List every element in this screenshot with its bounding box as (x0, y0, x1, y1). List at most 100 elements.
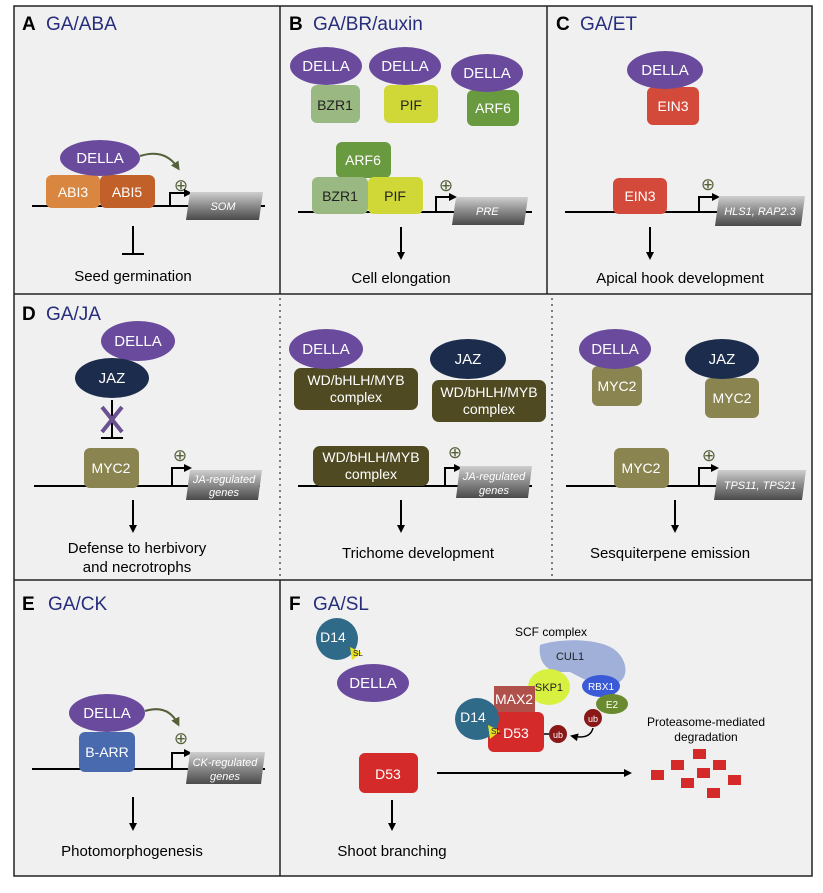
panel-d1-outcome-l1: Defense to herbivory (68, 540, 207, 557)
jaz-d1 (75, 358, 149, 398)
jaz-d3 (685, 339, 759, 379)
della-d2-label: DELLA (302, 341, 350, 358)
myc2-d3b (705, 378, 759, 418)
skp1-label: SKP1 (535, 682, 563, 694)
ja-gene-d1-l1: JA-regulated (192, 474, 256, 486)
della-d1 (101, 321, 175, 361)
skp1-shape (528, 669, 570, 705)
abi3-box (46, 175, 100, 208)
ein3-bound (613, 178, 667, 214)
barr-box (79, 732, 135, 772)
della-b1-label: DELLA (302, 58, 350, 75)
panel-f-letter: F (289, 594, 301, 615)
panel-a-title: GA/ABA (46, 14, 117, 35)
panel-d3-outcome: Sesquiterpene emission (590, 545, 750, 562)
panel-d3: MYC2 DELLA MYC2 JAZ MYC2 ⊕ TPS11, TPS21 … (566, 329, 806, 562)
della-f (337, 664, 409, 702)
myc2-d1 (84, 448, 139, 488)
barr-label: B-ARR (85, 744, 129, 760)
pif-bound (368, 177, 423, 214)
panel-d2: WD/bHLH/MYB complex DELLA WD/bHLH/MYB co… (289, 329, 546, 562)
della-f-label: DELLA (349, 675, 397, 692)
della-a-label: DELLA (76, 150, 124, 167)
degradation-l2: degradation (674, 730, 737, 744)
hls1-gene (715, 196, 805, 226)
ub-1 (584, 709, 602, 727)
panel-c: C GA/ET EIN3 DELLA EIN3 ⊕ HLS1, RAP2.3 A… (556, 14, 805, 287)
ja-gene-d2-l2: genes (479, 485, 509, 497)
panel-e: E GA/CK B-ARR DELLA ⊕ CK-regulated genes… (22, 594, 265, 860)
complex-d2a-l2: complex (330, 389, 382, 405)
rbx1-label: RBX1 (588, 682, 615, 693)
panel-d-title: GA/JA (46, 304, 101, 325)
d14-bound-label: D14 (460, 709, 486, 725)
bzr1-top-label: BZR1 (317, 97, 353, 113)
della-d2 (289, 329, 363, 369)
pif-bound-label: PIF (384, 188, 406, 204)
cul1-shape (539, 640, 626, 686)
della-b2 (369, 47, 441, 85)
ein3-top (647, 87, 699, 125)
pre-gene (452, 197, 528, 225)
bzr1-top (311, 85, 360, 123)
ub-2-label: ub (553, 730, 563, 740)
tps-gene-label: TPS11, TPS21 (724, 480, 797, 492)
ein3-top-label: EIN3 (657, 98, 688, 114)
d53-bound (488, 712, 544, 752)
abi5-label: ABI5 (112, 184, 143, 200)
pif-top (384, 85, 438, 123)
jaz-d2 (430, 339, 506, 379)
della-c (627, 51, 703, 89)
plus-b: ⊕ (439, 176, 453, 195)
som-gene-label: SOM (210, 201, 236, 213)
ck-gene-l1: CK-regulated (193, 757, 259, 769)
myc2-d1-label: MYC2 (92, 460, 131, 476)
panel-a-letter: A (22, 14, 36, 35)
degraded-fragments (651, 749, 741, 798)
ja-gene-d2 (456, 466, 532, 498)
arf6-bound-label: ARF6 (345, 152, 381, 168)
d53-free-label: D53 (375, 766, 401, 782)
panel-b: B GA/BR/auxin BZR1 DELLA PIF DELLA ARF6 … (289, 14, 532, 287)
plus-e: ⊕ (174, 729, 188, 748)
panel-d1: DELLA JAZ MYC2 ⊕ JA-regulated genes Defe… (34, 321, 262, 576)
ub-2 (549, 725, 567, 743)
myc2-d3a (592, 366, 642, 406)
complex-d2a (294, 368, 418, 410)
d14-free-label: D14 (320, 629, 346, 645)
arf6-top (467, 90, 519, 126)
sl-free (350, 647, 362, 660)
complex-d2b (432, 380, 546, 422)
sl-free-label: SL (353, 649, 363, 658)
d53-bound-label: D53 (503, 725, 529, 741)
panel-b-letter: B (289, 14, 303, 35)
d14-free (316, 618, 358, 660)
myc2-d3b-label: MYC2 (713, 390, 752, 406)
panel-d2-outcome: Trichome development (342, 545, 495, 562)
ck-gene (186, 752, 265, 784)
jaz-d2-label: JAZ (455, 351, 482, 368)
panel-c-title: GA/ET (580, 14, 637, 35)
sl-bound-label: SL (491, 727, 501, 736)
e2-label: E2 (606, 700, 619, 711)
pre-gene-label: PRE (476, 206, 499, 218)
rbx1-shape (582, 675, 620, 697)
max2-label: MAX2 (495, 691, 533, 707)
bzr1-bound-label: BZR1 (322, 188, 358, 204)
arf6-bound (336, 142, 391, 178)
cul1-label: CUL1 (556, 651, 584, 663)
panel-d: D GA/JA DELLA JAZ MYC2 ⊕ JA-regulated ge… (22, 304, 806, 576)
complex-d2b-l2: complex (463, 401, 515, 417)
arf6-top-label: ARF6 (475, 100, 511, 116)
scf-complex-label: SCF complex (515, 625, 587, 639)
panel-e-outcome: Photomorphogenesis (61, 843, 203, 860)
panel-b-outcome: Cell elongation (351, 270, 450, 287)
ja-gene-d2-l1: JA-regulated (462, 471, 526, 483)
max2-box (494, 686, 535, 712)
ck-gene-l2: genes (210, 771, 240, 783)
abi3-label: ABI3 (58, 184, 89, 200)
complex-d2c (313, 446, 429, 486)
myc2-d3c (614, 448, 669, 488)
pif-top-label: PIF (400, 97, 422, 113)
